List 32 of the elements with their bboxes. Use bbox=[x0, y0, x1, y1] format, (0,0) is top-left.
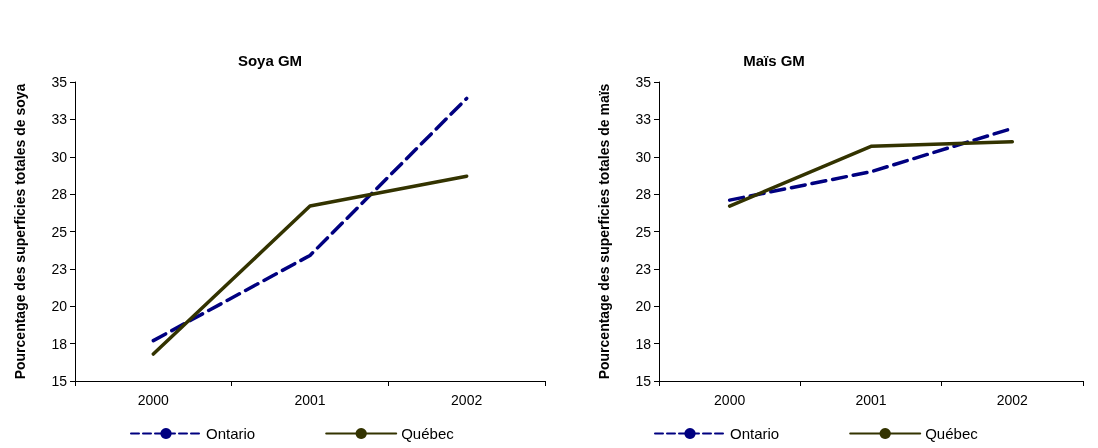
y-tick-label: 33 bbox=[635, 111, 652, 128]
y-tick-label: 25 bbox=[635, 223, 652, 240]
legend-label: Ontario bbox=[730, 425, 780, 442]
y-tick-label: 28 bbox=[635, 186, 652, 203]
y-tick-label: 23 bbox=[635, 260, 652, 277]
y-tick-label: 35 bbox=[635, 74, 652, 90]
legend-label: Québec bbox=[925, 425, 979, 442]
y-tick-label: 15 bbox=[51, 373, 68, 389]
y-tick-label: 30 bbox=[51, 148, 68, 165]
chart-title: Soya GM bbox=[237, 52, 303, 69]
y-tick-label: 28 bbox=[51, 186, 68, 203]
y-tick-label: 20 bbox=[51, 298, 68, 315]
y-tick-label: 20 bbox=[635, 298, 652, 315]
y-tick-label: 15 bbox=[635, 373, 652, 389]
y-tick-label: 30 bbox=[635, 148, 652, 165]
y-tick-label: 18 bbox=[635, 335, 652, 352]
x-tick-label: 2000 bbox=[714, 392, 746, 408]
legend-label: Québec bbox=[401, 425, 455, 442]
x-tick-label: 2001 bbox=[294, 392, 326, 408]
chart-title: Maïs GM bbox=[743, 52, 805, 69]
legend-label: Ontario bbox=[206, 425, 256, 442]
y-tick-label: 23 bbox=[51, 260, 68, 277]
x-tick-label: 2002 bbox=[451, 392, 483, 408]
y-tick-label: 33 bbox=[51, 111, 68, 128]
y-tick-label: 25 bbox=[51, 223, 68, 240]
y-tick-label: 35 bbox=[51, 74, 68, 90]
x-tick-label: 2002 bbox=[996, 392, 1029, 408]
x-tick-label: 2001 bbox=[855, 392, 887, 408]
x-tick-label: 2000 bbox=[137, 392, 170, 408]
y-axis-title: Pourcentage des superficies totales de soya bbox=[12, 83, 28, 380]
y-tick-label: 18 bbox=[51, 335, 68, 352]
y-axis-title: Pourcentage des superficies totales de maïs bbox=[596, 83, 612, 380]
